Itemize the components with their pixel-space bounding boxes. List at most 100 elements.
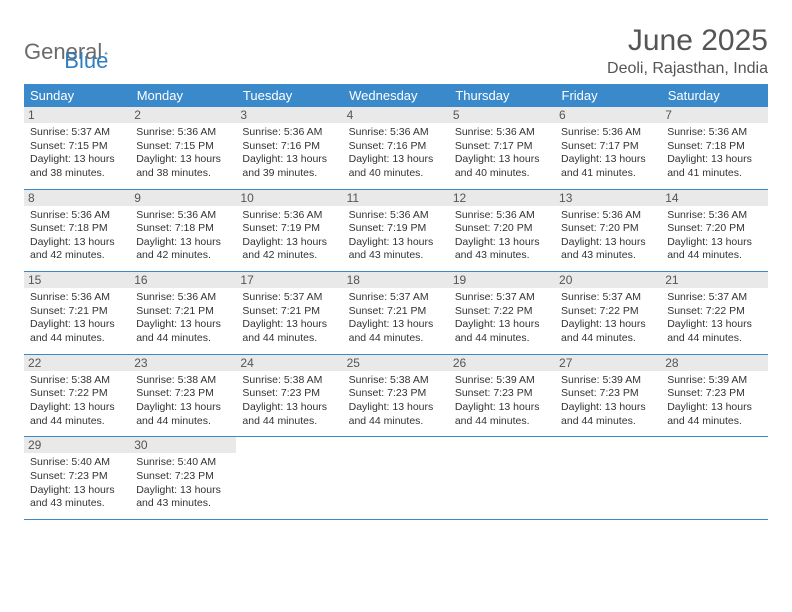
sunset-line: Sunset: 7:22 PM: [561, 305, 639, 317]
daylight-line: Daylight: 13 hours and 44 minutes.: [349, 318, 434, 344]
day-body: Sunrise: 5:36 AMSunset: 7:16 PMDaylight:…: [242, 126, 336, 181]
sunrise-line: Sunrise: 5:40 AM: [30, 456, 110, 468]
sunrise-line: Sunrise: 5:36 AM: [242, 209, 322, 221]
sunset-line: Sunset: 7:19 PM: [349, 222, 427, 234]
sunset-line: Sunset: 7:17 PM: [455, 140, 533, 152]
day-cell: 14Sunrise: 5:36 AMSunset: 7:20 PMDayligh…: [661, 189, 767, 272]
daylight-line: Daylight: 13 hours and 43 minutes.: [136, 484, 221, 510]
daylight-line: Daylight: 13 hours and 44 minutes.: [667, 236, 752, 262]
daylight-line: Daylight: 13 hours and 44 minutes.: [242, 318, 327, 344]
day-body: Sunrise: 5:37 AMSunset: 7:22 PMDaylight:…: [455, 291, 549, 346]
sunrise-line: Sunrise: 5:39 AM: [561, 374, 641, 386]
day-body: Sunrise: 5:36 AMSunset: 7:20 PMDaylight:…: [455, 209, 549, 264]
day-cell: 7Sunrise: 5:36 AMSunset: 7:18 PMDaylight…: [661, 107, 767, 189]
day-cell: 3Sunrise: 5:36 AMSunset: 7:16 PMDaylight…: [236, 107, 342, 189]
day-cell: [661, 437, 767, 520]
day-cell: 1Sunrise: 5:37 AMSunset: 7:15 PMDaylight…: [24, 107, 130, 189]
calendar-table: Sunday Monday Tuesday Wednesday Thursday…: [24, 84, 768, 520]
daylight-line: Daylight: 13 hours and 44 minutes.: [455, 318, 540, 344]
day-number: 27: [555, 355, 661, 371]
sunrise-line: Sunrise: 5:38 AM: [242, 374, 322, 386]
day-cell: 23Sunrise: 5:38 AMSunset: 7:23 PMDayligh…: [130, 354, 236, 437]
sunrise-line: Sunrise: 5:36 AM: [349, 209, 429, 221]
sunset-line: Sunset: 7:23 PM: [349, 387, 427, 399]
day-number: 13: [555, 190, 661, 206]
day-number: 7: [661, 107, 767, 123]
day-number: 5: [449, 107, 555, 123]
day-body: Sunrise: 5:37 AM Sunset: 7:21 PMDaylight:…: [242, 291, 336, 346]
sunset-line: Sunset: 7:21 PM: [242, 305, 320, 317]
sunset-line: Sunset: 7:17 PM: [561, 140, 639, 152]
sunrise-line: Sunrise: 5:36 AM: [667, 126, 747, 138]
sunrise-line: Sunrise: 5:37 AM: [455, 291, 535, 303]
day-cell: [343, 437, 449, 520]
day-header: Tuesday: [236, 84, 342, 107]
sunrise-line: Sunrise: 5:39 AM: [667, 374, 747, 386]
day-number: 1: [24, 107, 130, 123]
day-cell: 17 Sunrise: 5:37 AM Sunset: 7:21 PMDayligh…: [236, 272, 342, 355]
sunrise-line: Sunrise: 5:36 AM: [667, 209, 747, 221]
sunrise-line: Sunrise: 5:37 AM: [667, 291, 747, 303]
day-number: 21: [661, 272, 767, 288]
sunrise-line: Sunrise: 5:36 AM: [30, 291, 110, 303]
day-cell: 13Sunrise: 5:36 AMSunset: 7:20 PMDayligh…: [555, 189, 661, 272]
day-cell: 27Sunrise: 5:39 AMSunset: 7:23 PMDayligh…: [555, 354, 661, 437]
sunrise-line: Sunrise: 5:37 AM: [349, 291, 429, 303]
daylight-line: Daylight: 13 hours and 43 minutes.: [561, 236, 646, 262]
logo-text-blue: Blue: [64, 48, 108, 74]
sunset-line: Sunset: 7:15 PM: [30, 140, 108, 152]
day-cell: 24Sunrise: 5:38 AMSunset: 7:23 PMDayligh…: [236, 354, 342, 437]
day-header: Monday: [130, 84, 236, 107]
day-number: 26: [449, 355, 555, 371]
day-header: Wednesday: [343, 84, 449, 107]
sunrise-line: Sunrise: 5:36 AM: [561, 126, 641, 138]
day-body: Sunrise: 5:37 AMSunset: 7:15 PMDaylight:…: [30, 126, 124, 181]
day-cell: 25Sunrise: 5:38 AMSunset: 7:23 PMDayligh…: [343, 354, 449, 437]
day-number: 23: [130, 355, 236, 371]
day-body: Sunrise: 5:38 AMSunset: 7:23 PMDaylight:…: [242, 374, 336, 429]
day-number: 2: [130, 107, 236, 123]
daylight-line: Daylight: 13 hours and 43 minutes.: [455, 236, 540, 262]
sunrise-line: Sunrise: 5:36 AM: [242, 126, 322, 138]
day-cell: 11Sunrise: 5:36 AMSunset: 7:19 PMDayligh…: [343, 189, 449, 272]
day-number: 12: [449, 190, 555, 206]
daylight-line: Daylight: 13 hours and 44 minutes.: [30, 318, 115, 344]
day-number: 25: [343, 355, 449, 371]
day-body: Sunrise: 5:37 AMSunset: 7:22 PMDaylight:…: [667, 291, 761, 346]
day-body: Sunrise: 5:36 AMSunset: 7:17 PMDaylight:…: [561, 126, 655, 181]
day-number: 17: [236, 272, 342, 288]
daylight-line: Daylight: 13 hours and 42 minutes.: [242, 236, 327, 262]
sunrise-line: Sunrise: 5:37 AM: [561, 291, 641, 303]
day-number: 14: [661, 190, 767, 206]
day-cell: 19Sunrise: 5:37 AMSunset: 7:22 PMDayligh…: [449, 272, 555, 355]
daylight-line: Daylight: 13 hours and 41 minutes.: [667, 153, 752, 179]
week-row: 8Sunrise: 5:36 AMSunset: 7:18 PMDaylight…: [24, 189, 768, 272]
daylight-line: Daylight: 13 hours and 44 minutes.: [667, 318, 752, 344]
sunrise-line: Sunrise: 5:37 AM: [242, 291, 322, 303]
title-block: June 2025 Deoli, Rajasthan, India: [607, 24, 768, 78]
week-row: 22Sunrise: 5:38 AMSunset: 7:22 PMDayligh…: [24, 354, 768, 437]
day-cell: 4Sunrise: 5:36 AMSunset: 7:16 PMDaylight…: [343, 107, 449, 189]
week-row: 15Sunrise: 5:36 AMSunset: 7:21 PMDayligh…: [24, 272, 768, 355]
day-body: Sunrise: 5:37 AMSunset: 7:22 PMDaylight:…: [561, 291, 655, 346]
sunrise-line: Sunrise: 5:38 AM: [30, 374, 110, 386]
day-cell: 10Sunrise: 5:36 AMSunset: 7:19 PMDayligh…: [236, 189, 342, 272]
sunset-line: Sunset: 7:15 PM: [136, 140, 214, 152]
day-cell: [555, 437, 661, 520]
daylight-line: Daylight: 13 hours and 44 minutes.: [561, 401, 646, 427]
sunset-line: Sunset: 7:18 PM: [136, 222, 214, 234]
day-cell: 18Sunrise: 5:37 AMSunset: 7:21 PMDayligh…: [343, 272, 449, 355]
sunrise-line: Sunrise: 5:37 AM: [30, 126, 110, 138]
day-number: 10: [236, 190, 342, 206]
daylight-line: Daylight: 13 hours and 44 minutes.: [455, 401, 540, 427]
week-row: 29Sunrise: 5:40 AMSunset: 7:23 PMDayligh…: [24, 437, 768, 520]
day-body: Sunrise: 5:36 AMSunset: 7:18 PMDaylight:…: [30, 209, 124, 264]
day-header: Thursday: [449, 84, 555, 107]
day-cell: 30Sunrise: 5:40 AMSunset: 7:23 PMDayligh…: [130, 437, 236, 520]
sunrise-line: Sunrise: 5:40 AM: [136, 456, 216, 468]
daylight-line: Daylight: 13 hours and 44 minutes.: [136, 401, 221, 427]
day-cell: 12 Sunrise: 5:36 AMSunset: 7:20 PMDayligh…: [449, 189, 555, 272]
sunrise-line: Sunrise: 5:38 AM: [136, 374, 216, 386]
day-body: Sunrise: 5:40 AMSunset: 7:23 PMDaylight:…: [30, 456, 124, 511]
day-number: 8: [24, 190, 130, 206]
